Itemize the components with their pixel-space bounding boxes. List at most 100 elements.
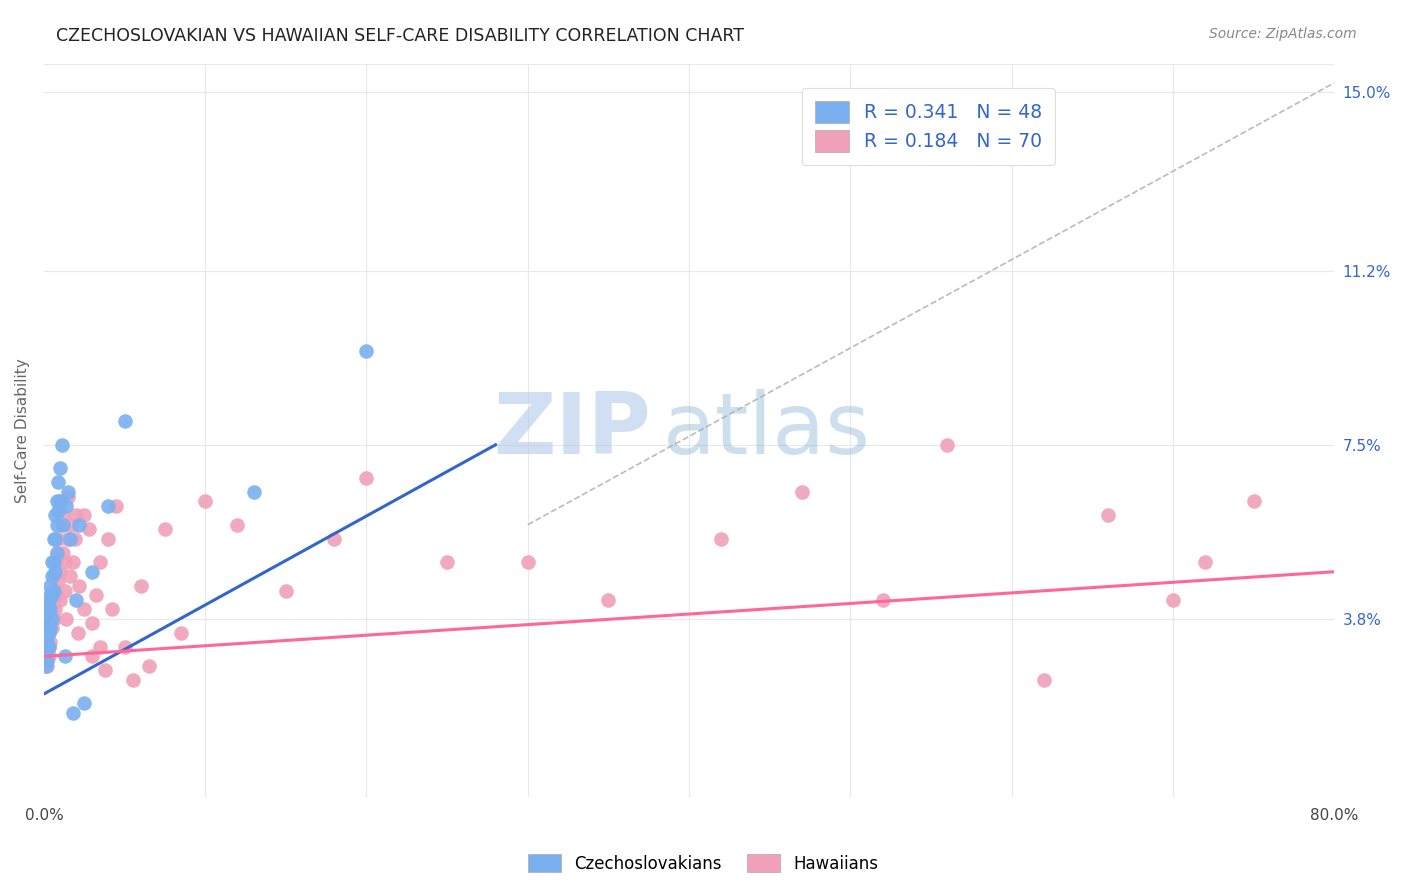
Point xyxy=(38,625,60,640)
Point xyxy=(49,593,72,607)
Point xyxy=(84,588,107,602)
Point xyxy=(39,588,62,602)
Point xyxy=(42,555,65,569)
Point xyxy=(710,532,733,546)
Point xyxy=(45,546,67,560)
Point xyxy=(114,414,136,428)
Point xyxy=(42,569,65,583)
Text: CZECHOSLOVAKIAN VS HAWAIIAN SELF-CARE DISABILITY CORRELATION CHART: CZECHOSLOVAKIAN VS HAWAIIAN SELF-CARE DI… xyxy=(56,27,744,45)
Point xyxy=(38,593,60,607)
Point xyxy=(41,612,63,626)
Point xyxy=(42,532,65,546)
Point xyxy=(790,484,813,499)
Point xyxy=(37,654,59,668)
Point xyxy=(39,579,62,593)
Point xyxy=(94,664,117,678)
Point xyxy=(97,499,120,513)
Point xyxy=(62,706,84,720)
Point xyxy=(55,612,77,626)
Point xyxy=(52,517,75,532)
Point xyxy=(41,588,63,602)
Point xyxy=(51,517,73,532)
Point xyxy=(138,658,160,673)
Point xyxy=(41,555,63,569)
Point xyxy=(41,621,63,635)
Point xyxy=(39,621,62,635)
Point xyxy=(38,640,60,654)
Text: ZIP: ZIP xyxy=(492,389,651,472)
Point xyxy=(52,508,75,523)
Point xyxy=(77,523,100,537)
Point xyxy=(39,602,62,616)
Point xyxy=(37,635,59,649)
Legend: Czechoslovakians, Hawaiians: Czechoslovakians, Hawaiians xyxy=(520,847,886,880)
Point xyxy=(41,569,63,583)
Point xyxy=(52,546,75,560)
Point xyxy=(38,602,60,616)
Point xyxy=(38,640,60,654)
Point xyxy=(323,532,346,546)
Point xyxy=(59,569,82,583)
Point xyxy=(49,494,72,508)
Point xyxy=(38,616,60,631)
Point xyxy=(63,532,86,546)
Point xyxy=(65,593,87,607)
Point xyxy=(37,625,59,640)
Point xyxy=(516,555,538,569)
Point xyxy=(44,565,66,579)
Point xyxy=(37,612,59,626)
Point xyxy=(356,471,378,485)
Point xyxy=(39,635,62,649)
Point xyxy=(56,484,79,499)
Point xyxy=(48,503,70,517)
Point xyxy=(89,640,111,654)
Point xyxy=(105,499,128,513)
Point xyxy=(100,602,122,616)
Point xyxy=(55,499,77,513)
Point xyxy=(66,625,89,640)
Legend: R = 0.341   N = 48, R = 0.184   N = 70: R = 0.341 N = 48, R = 0.184 N = 70 xyxy=(801,88,1054,165)
Point xyxy=(129,579,152,593)
Point xyxy=(936,438,959,452)
Point xyxy=(34,640,56,654)
Point xyxy=(73,508,96,523)
Point xyxy=(44,532,66,546)
Point xyxy=(53,649,76,664)
Point xyxy=(53,583,76,598)
Point xyxy=(226,517,249,532)
Point xyxy=(872,593,894,607)
Point xyxy=(89,555,111,569)
Point xyxy=(97,532,120,546)
Point xyxy=(194,494,217,508)
Point xyxy=(598,593,620,607)
Point xyxy=(73,697,96,711)
Point xyxy=(45,494,67,508)
Point xyxy=(65,508,87,523)
Point xyxy=(67,517,90,532)
Point xyxy=(62,555,84,569)
Point xyxy=(436,555,458,569)
Point xyxy=(170,625,193,640)
Point xyxy=(41,583,63,598)
Text: atlas: atlas xyxy=(664,389,872,472)
Point xyxy=(1194,555,1216,569)
Point xyxy=(82,649,104,664)
Point xyxy=(49,565,72,579)
Point xyxy=(42,583,65,598)
Point xyxy=(51,438,73,452)
Point xyxy=(274,583,297,598)
Point xyxy=(153,523,176,537)
Point xyxy=(38,649,60,664)
Point xyxy=(39,593,62,607)
Point xyxy=(114,640,136,654)
Point xyxy=(60,517,83,532)
Point xyxy=(56,490,79,504)
Point xyxy=(44,602,66,616)
Point xyxy=(49,461,72,475)
Point xyxy=(73,602,96,616)
Text: Source: ZipAtlas.com: Source: ZipAtlas.com xyxy=(1209,27,1357,41)
Point xyxy=(53,555,76,569)
Point xyxy=(34,631,56,645)
Point xyxy=(48,574,70,588)
Point xyxy=(45,546,67,560)
